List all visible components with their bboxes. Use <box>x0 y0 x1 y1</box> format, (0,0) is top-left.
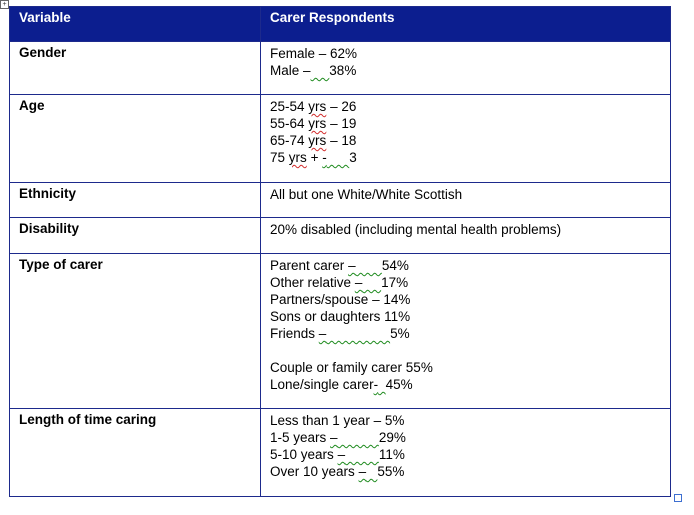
row-label-type-of-carer: Type of carer <box>9 253 261 409</box>
row-value-length-of-time-caring: Less than 1 year – 5% 1-5 years – 29% 5-… <box>260 408 671 497</box>
value-line: Over 10 years – 55% <box>270 464 405 479</box>
row-value-gender: Female – 62% Male – 38% <box>260 41 671 95</box>
carer-respondents-table: Variable Carer Respondents Gender Female… <box>9 6 671 497</box>
value-line: Female – 62% <box>270 46 358 61</box>
value-line: Other relative – 17% <box>270 275 409 290</box>
value-line: 25-54 yrs – 26 <box>270 99 357 114</box>
value-line: 20% disabled (including mental health pr… <box>270 222 562 237</box>
value-line: All but one White/White Scottish <box>270 187 463 202</box>
table-move-handle[interactable]: + <box>0 0 9 9</box>
row-label-age: Age <box>9 94 261 183</box>
value-line: 65-74 yrs – 18 <box>270 133 357 148</box>
header-variable: Variable <box>9 6 261 42</box>
value-line: 1-5 years – 29% <box>270 430 406 445</box>
value-line: Partners/spouse – 14% <box>270 292 411 307</box>
header-carer-respondents: Carer Respondents <box>260 6 671 42</box>
row-value-disability: 20% disabled (including mental health pr… <box>260 217 671 254</box>
value-line: Less than 1 year – 5% <box>270 413 405 428</box>
value-line: 55-64 yrs – 19 <box>270 116 357 131</box>
row-value-age: 25-54 yrs – 26 55-64 yrs – 19 65-74 yrs … <box>260 94 671 183</box>
value-line: Sons or daughters 11% <box>270 309 411 324</box>
table-row: Age 25-54 yrs – 26 55-64 yrs – 19 65-74 … <box>9 94 671 183</box>
table-row: Length of time caring Less than 1 year –… <box>9 408 671 497</box>
table-resize-handle[interactable] <box>674 494 682 502</box>
row-label-disability: Disability <box>9 217 261 254</box>
row-label-length-of-time-caring: Length of time caring <box>9 408 261 497</box>
value-line: Parent carer – 54% <box>270 258 409 273</box>
value-line: Male – 38% <box>270 63 357 78</box>
table-row: Gender Female – 62% Male – 38% <box>9 41 671 95</box>
row-label-gender: Gender <box>9 41 261 95</box>
value-line: 5-10 years – 11% <box>270 447 405 462</box>
table-header-row: Variable Carer Respondents <box>9 6 671 42</box>
table-row: Ethnicity All but one White/White Scotti… <box>9 182 671 218</box>
row-value-ethnicity: All but one White/White Scottish <box>260 182 671 218</box>
value-line: Lone/single carer- 45% <box>270 377 413 392</box>
value-line: Couple or family carer 55% <box>270 360 433 375</box>
table-row: Disability 20% disabled (including menta… <box>9 217 671 254</box>
table-row: Type of carer Parent carer – 54% Other r… <box>9 253 671 409</box>
row-label-ethnicity: Ethnicity <box>9 182 261 218</box>
row-value-type-of-carer: Parent carer – 54% Other relative – 17% … <box>260 253 671 409</box>
value-line: Friends – 5% <box>270 326 410 341</box>
value-line: 75 yrs + - 3 <box>270 150 357 165</box>
